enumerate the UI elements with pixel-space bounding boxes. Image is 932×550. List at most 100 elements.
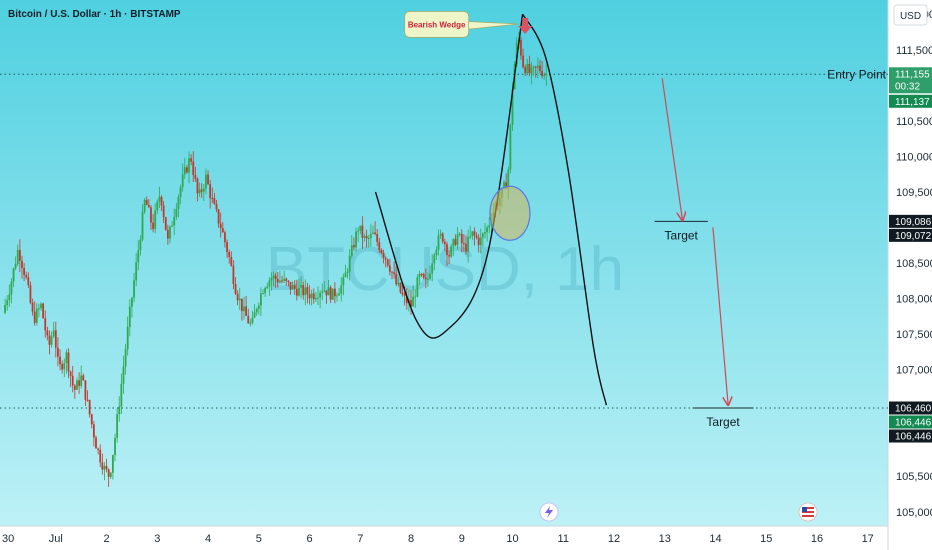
candle — [71, 365, 74, 393]
candle-body — [270, 278, 273, 281]
candle-body — [361, 225, 364, 238]
candle-body — [281, 280, 283, 282]
candle-body — [539, 65, 541, 71]
candle — [31, 298, 34, 316]
callout-box — [404, 11, 470, 38]
candle — [181, 163, 184, 192]
candle — [116, 408, 119, 443]
candle-body — [181, 174, 184, 188]
candle-body — [116, 414, 119, 438]
candle-body — [338, 293, 341, 296]
candle — [4, 298, 6, 315]
candle-body — [334, 288, 336, 297]
candle-body — [211, 198, 214, 200]
time-tick-label: 2 — [103, 533, 109, 545]
candle-body — [268, 280, 271, 287]
candle-body — [65, 352, 68, 363]
candle-body — [158, 196, 161, 202]
candle — [467, 229, 470, 263]
candle — [42, 302, 45, 319]
price-tick-label: 108,000 — [896, 294, 932, 306]
candle-body — [232, 265, 235, 285]
candle-body — [312, 293, 315, 300]
candle-body — [458, 233, 461, 235]
candle-body — [384, 257, 387, 260]
candle-body — [274, 275, 277, 279]
candle — [164, 216, 167, 231]
candle-body — [171, 225, 174, 227]
candle — [133, 273, 135, 303]
candle — [422, 272, 425, 280]
candle — [90, 413, 93, 429]
candle-body — [524, 67, 527, 73]
candle — [253, 304, 256, 318]
candle-body — [353, 245, 355, 248]
candle — [443, 238, 446, 251]
candle-body — [247, 315, 250, 324]
candle-body — [38, 308, 40, 310]
candle — [158, 186, 161, 208]
candle — [486, 225, 489, 242]
time-tick-label: 30 — [2, 533, 14, 545]
candle-body — [452, 239, 455, 247]
candle-body — [86, 399, 89, 401]
time-tick-label: 13 — [659, 533, 671, 545]
candle — [532, 65, 535, 76]
candle — [456, 227, 459, 250]
candle-body — [131, 297, 133, 307]
candle-body — [344, 272, 347, 277]
candle-body — [198, 189, 201, 194]
candle-body — [503, 182, 505, 188]
candle — [482, 232, 484, 248]
candle-body — [486, 227, 489, 233]
candle — [156, 199, 159, 215]
candle-body — [289, 281, 292, 290]
candle-body — [238, 298, 241, 301]
candle — [298, 278, 300, 297]
candle-body — [71, 375, 74, 386]
candle — [54, 321, 57, 358]
candle — [359, 225, 362, 235]
candle-body — [319, 292, 322, 298]
candle — [196, 177, 199, 202]
candle-body — [323, 290, 326, 292]
candle — [471, 231, 474, 241]
currency-button[interactable]: USD — [893, 4, 928, 26]
candle — [388, 258, 391, 276]
candle-body — [35, 308, 38, 323]
candle — [173, 208, 176, 236]
candle — [410, 290, 412, 315]
candle-body — [92, 424, 95, 438]
us-flag-event-icon[interactable] — [798, 502, 818, 522]
candle — [439, 229, 442, 240]
candle — [283, 270, 286, 284]
candle-body — [109, 472, 112, 477]
candle-body — [234, 284, 237, 294]
candle-body — [107, 469, 110, 477]
candle-body — [410, 300, 412, 307]
candle-body — [99, 449, 102, 463]
time-tick-label: 17 — [862, 533, 874, 545]
candle-body — [435, 249, 438, 256]
candle — [188, 151, 190, 184]
candle-body — [291, 285, 294, 290]
lightning-event-icon[interactable] — [539, 502, 559, 522]
candle-body — [44, 318, 47, 331]
candle — [536, 57, 539, 79]
projection-curve — [522, 13, 608, 406]
candle — [6, 295, 9, 311]
candle-body — [160, 196, 163, 206]
candle — [336, 292, 338, 302]
candle — [462, 234, 465, 252]
candle — [431, 254, 434, 282]
candle-body — [95, 437, 97, 449]
time-tick-label: 11 — [558, 533, 569, 545]
candle — [217, 208, 220, 228]
candle — [473, 227, 476, 246]
plot-background — [0, 0, 888, 526]
candle-body — [454, 239, 457, 245]
candle-body — [69, 371, 72, 376]
candle-body — [154, 210, 157, 229]
candle-body — [431, 263, 434, 274]
